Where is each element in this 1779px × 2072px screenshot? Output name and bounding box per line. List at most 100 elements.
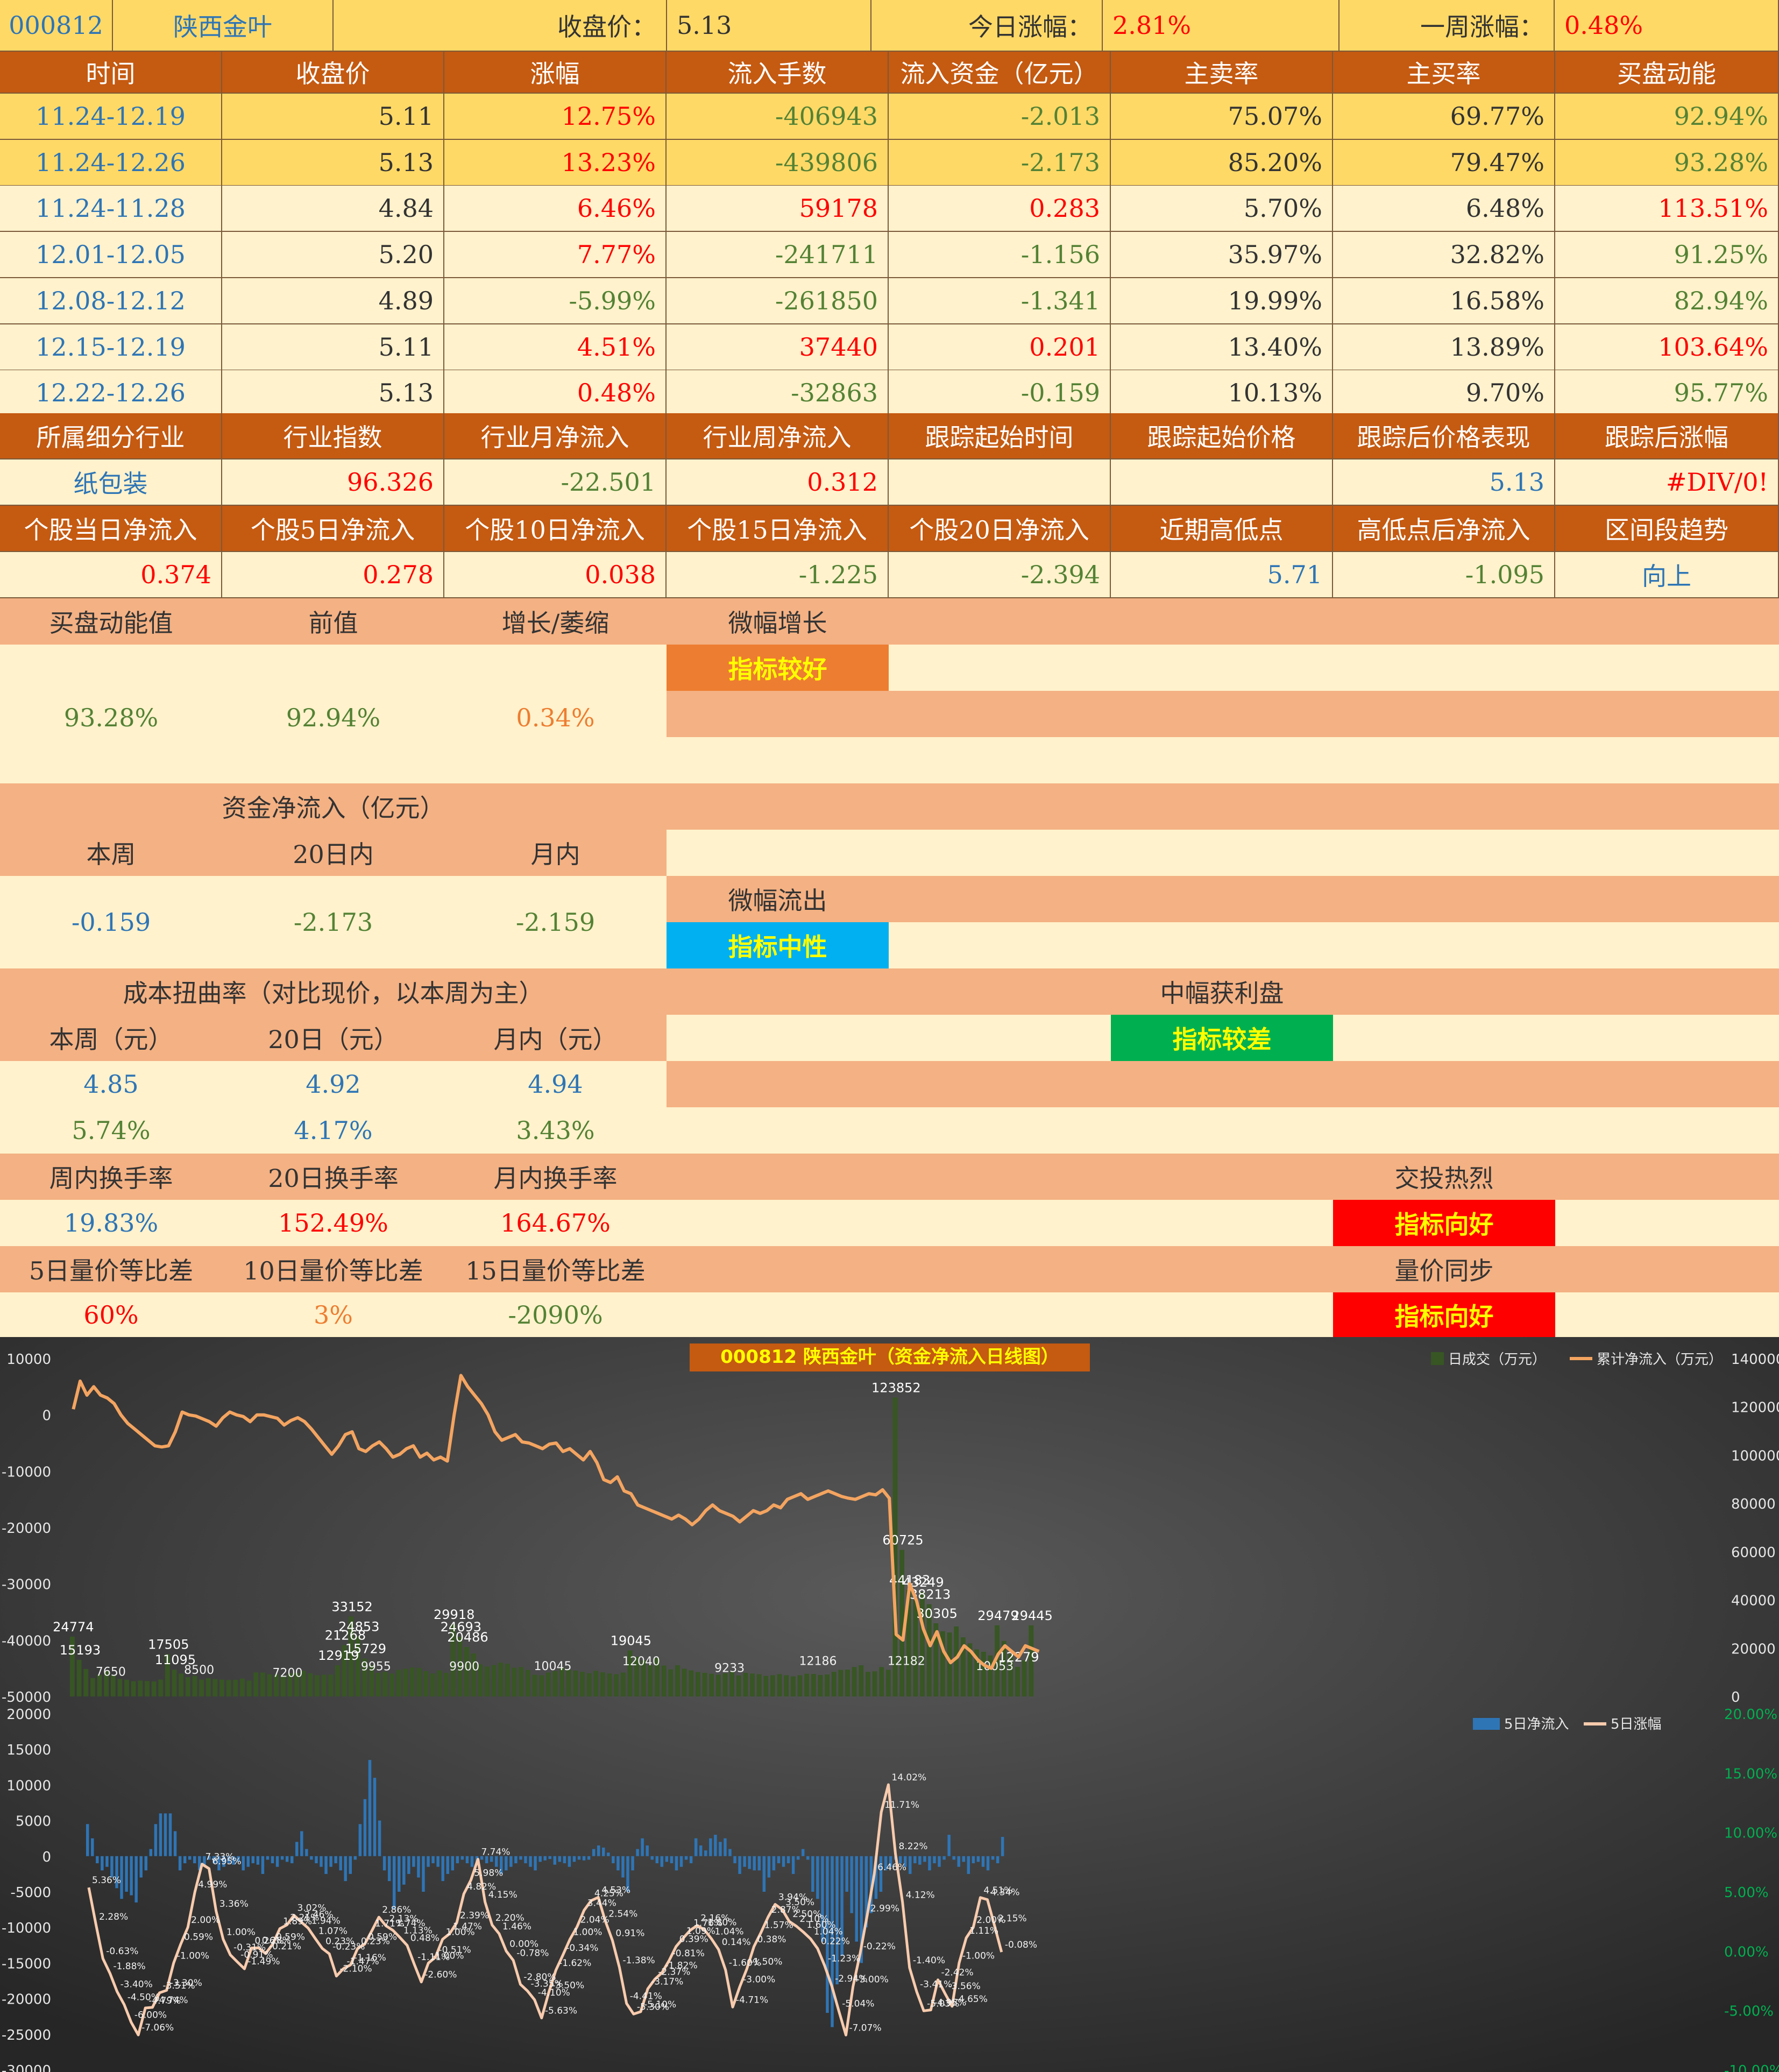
chart1-volume-bar-79 [607, 1673, 612, 1696]
chart1-volume-bar-34 [301, 1671, 306, 1696]
chart2-change-label-46: -1.11% [417, 1952, 450, 1963]
chart1-volume-bar-84 [641, 1660, 646, 1696]
industry-track-start-value [889, 459, 1111, 506]
chart2-change-label-22: -1.49% [247, 1956, 280, 1967]
flow-header-after-high-low: 高低点后净流入 [1333, 506, 1555, 552]
chart2-flow-bar-9 [130, 1856, 133, 1896]
chart1-volume-bar-11 [145, 1681, 150, 1696]
chart2-flow-bar-130 [719, 1842, 722, 1856]
chart2-legend-label-0: 5日净流入 [1504, 1716, 1569, 1732]
chart2-flow-bar-42 [290, 1856, 294, 1864]
chart1-extra-label-9: 12182 [888, 1654, 925, 1668]
chart2-flow-bar-63 [393, 1856, 396, 1910]
chart2-change-label-75: -1.38% [623, 1955, 655, 1966]
industry-track-gain-value: #DIV/0! [1555, 459, 1779, 506]
chart2-change-label-6: -6.00% [134, 2010, 167, 2021]
chart2-flow-bar-125 [694, 1838, 698, 1856]
chart2-flow-bar-60 [378, 1820, 381, 1856]
week-change-value: 0.48% [1555, 0, 1779, 52]
chart2-change-label-117: -3.41% [920, 1979, 952, 1990]
chart1-volume-bar-101 [756, 1674, 762, 1696]
period-cell-r2-c5: 5.70% [1111, 186, 1333, 232]
stock-name: 陕西金叶 [113, 0, 334, 52]
chart1-volume-bar-72 [559, 1667, 564, 1696]
flow-high-low-value: 5.71 [1111, 552, 1333, 598]
chart2-flow-bar-93 [538, 1856, 542, 1862]
chart1-volume-bar-27 [253, 1672, 259, 1696]
chart2-change-label-57: 2.20% [495, 1913, 525, 1924]
chart2-flow-bar-37 [266, 1856, 270, 1860]
chart1-volume-label-82: 19045 [611, 1633, 651, 1649]
chart1-volume-bar-100 [750, 1673, 755, 1696]
chart2-flow-bar-144 [786, 1856, 790, 1864]
chart2-change-label-67: -0.34% [566, 1943, 598, 1954]
chart2-flow-bar-156 [845, 1856, 848, 1892]
chart2-change-label-90: -1.60% [729, 1958, 761, 1969]
chart1-volume-bar-75 [580, 1672, 585, 1696]
volprice-badge: 指标向好 [1333, 1292, 1555, 1337]
chart2-change-label-43: 1.74% [396, 1918, 426, 1929]
period-cell-r2-c0: 11.24-11.28 [0, 186, 222, 232]
chart1-left-tick-4: -30000 [2, 1577, 51, 1593]
chart-background [0, 1337, 1779, 2072]
chart2-flow-bar-123 [684, 1856, 688, 1860]
chart1-volume-label-122: 60725 [882, 1533, 923, 1548]
chart1-volume-bar-113 [838, 1670, 844, 1696]
chart2-legend-swatch-0 [1473, 1718, 1500, 1730]
chart1-left-tick-3: -20000 [2, 1521, 51, 1537]
chart1-volume-bar-40 [342, 1645, 347, 1696]
turnover-status: 交投热烈 [1333, 1154, 1555, 1200]
chart1-volume-bar-62 [491, 1665, 497, 1696]
period-cell-r3-c5: 35.97% [1111, 232, 1333, 279]
period-cell-r6-c5: 10.13% [1111, 370, 1333, 417]
chart1-volume-bar-42 [355, 1636, 360, 1696]
period-cell-r5-c6: 13.89% [1333, 324, 1555, 371]
period-cell-r1-c0: 11.24-12.26 [0, 139, 222, 186]
chart2-change-label-124: 1.11% [969, 1926, 998, 1936]
chart1-volume-bar-61 [485, 1666, 490, 1696]
chart2-change-label-53: 4.82% [467, 1882, 496, 1892]
chart2-change-label-104: -1.23% [828, 1953, 860, 1964]
momentum-status: 微幅增长 [667, 598, 889, 645]
chart2-change-label-112: 11.71% [884, 1800, 919, 1811]
chart1-extra-label-2: 7200 [273, 1667, 303, 1680]
period-cell-r0-c4: -2.013 [889, 94, 1111, 140]
chart2-flow-bar-48 [320, 1856, 323, 1867]
chart1-volume-bar-53 [430, 1673, 435, 1696]
chart2-change-label-5: -4.50% [127, 1992, 160, 2003]
chart2-change-label-110: 2.99% [870, 1903, 899, 1914]
chart2-right-tick-0: 20.00% [1724, 1707, 1777, 1723]
chart2-flow-bar-119 [665, 1856, 669, 1862]
chart2-flow-bar-149 [811, 1856, 814, 1892]
chart2-flow-bar-101 [577, 1856, 581, 1860]
period-cell-r2-c2: 6.46% [444, 186, 667, 232]
period-header-change: 涨幅 [444, 52, 667, 94]
industry-header-month-flow: 行业月净流入 [444, 413, 667, 459]
chart1-volume-bar-123 [906, 1589, 911, 1696]
chart1-left-tick-0: 10000 [6, 1352, 51, 1368]
chart1-volume-bar-63 [498, 1663, 504, 1696]
chart2-change-label-12: -1.00% [177, 1950, 209, 1961]
chart1-volume-bar-44 [369, 1665, 374, 1696]
chart1-volume-bar-112 [831, 1672, 837, 1696]
chart1-volume-bar-9 [131, 1681, 136, 1696]
chart1-volume-bar-140 [1022, 1660, 1027, 1696]
chart1-volume-bar-29 [267, 1674, 272, 1696]
netflow-20d-value: -2.173 [293, 908, 373, 937]
chart1-volume-bar-119 [879, 1667, 884, 1696]
chart2-change-label-116: -1.40% [913, 1955, 945, 1966]
chart2-flow-bar-46 [310, 1856, 313, 1860]
chart1-volume-label-127: 30305 [917, 1606, 958, 1621]
cost-right-cream-1 [667, 1015, 1111, 1061]
cost-right-cream-2 [1333, 1015, 1779, 1061]
chart2-flow-bar-176 [942, 1856, 946, 1860]
chart2-flow-bar-20 [183, 1856, 187, 1864]
period-cell-r3-c6: 32.82% [1333, 232, 1555, 279]
chart2-flow-bar-4 [105, 1856, 109, 1867]
chart2-change-label-2: -0.63% [106, 1946, 138, 1957]
chart1-volume-bar-52 [423, 1671, 429, 1696]
chart2-change-label-28: 2.21% [290, 1913, 319, 1924]
chart2-flow-bar-15 [159, 1813, 162, 1856]
chart2-flow-bar-62 [387, 1856, 391, 1882]
period-cell-r5-c7: 103.64% [1555, 324, 1779, 371]
